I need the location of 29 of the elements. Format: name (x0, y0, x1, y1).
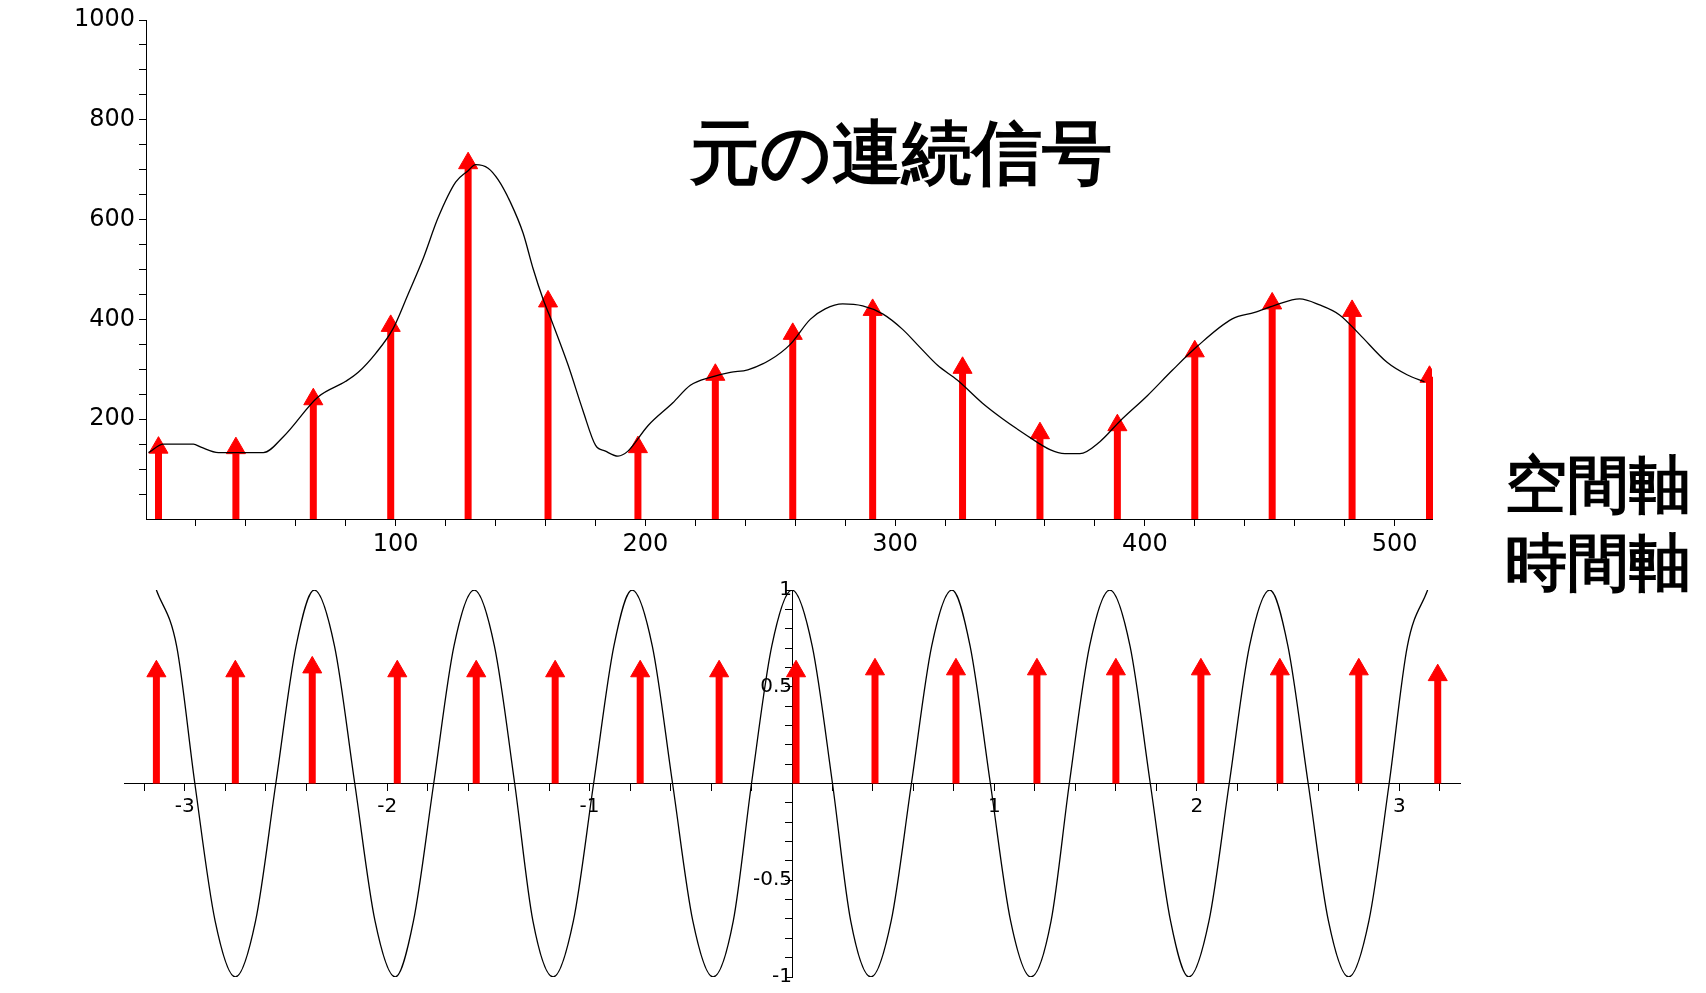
y-tick-label: 400 (89, 303, 135, 332)
x-tick-label: 400 (1121, 528, 1168, 557)
y-tick-label: 200 (89, 403, 135, 432)
x-axis-title: 空間軸 (1505, 448, 1691, 521)
y-tick-label: -0.5 (752, 866, 792, 891)
x-tick-label: 500 (1371, 528, 1418, 557)
x-tick-label: 3 (1392, 792, 1406, 817)
point (380, 314, 401, 332)
y-tick-label: 1000 (73, 4, 135, 33)
x-tick-label: 200 (622, 528, 669, 557)
text: 元の連続信号 (690, 112, 1112, 194)
point (952, 356, 973, 374)
x-tick-label: -2 (377, 792, 398, 817)
point (627, 435, 648, 454)
y-tick-label: -1 (772, 963, 792, 988)
x-tick-label: -3 (174, 792, 195, 817)
x-axis-title: 時間軸 (1505, 526, 1691, 599)
point (538, 289, 559, 308)
x-tick-label: 300 (872, 528, 919, 557)
point (782, 322, 803, 340)
y-tick-label: 1 (779, 576, 792, 601)
y-tick-label: 800 (89, 104, 135, 133)
x-tick-label: 2 (1190, 792, 1204, 817)
y-tick-label: 600 (89, 203, 135, 232)
point (458, 151, 479, 170)
point (303, 387, 324, 406)
point (1029, 421, 1050, 440)
x-tick-label: 100 (372, 528, 419, 557)
point (1342, 299, 1363, 317)
